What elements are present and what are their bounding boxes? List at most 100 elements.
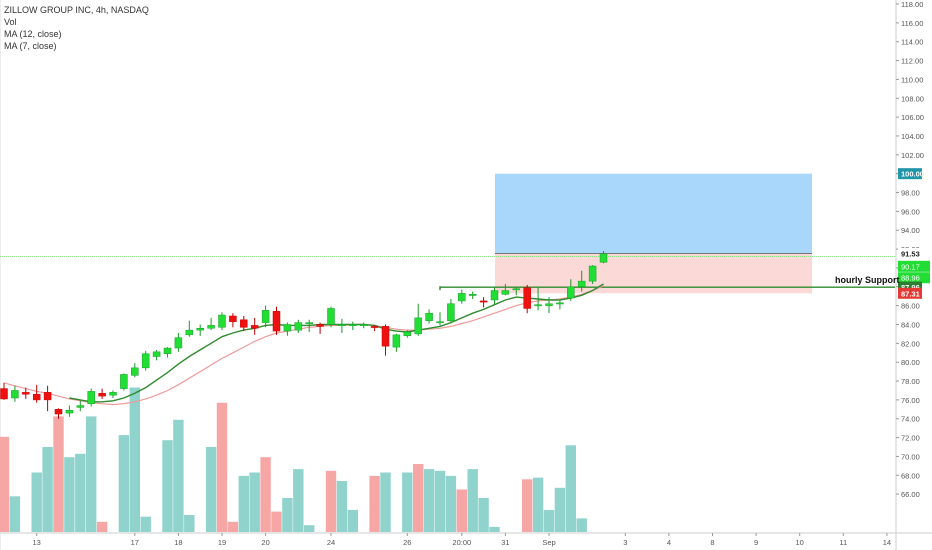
candle-body[interactable] bbox=[54, 409, 63, 415]
candle-body[interactable] bbox=[272, 311, 281, 332]
candle-body[interactable] bbox=[240, 319, 248, 328]
candle-body[interactable] bbox=[229, 315, 237, 322]
candle-body[interactable] bbox=[403, 331, 412, 337]
position-zones bbox=[0, 173, 895, 294]
candle-body[interactable] bbox=[447, 303, 455, 321]
stop-price-badge[interactable]: 87.31 bbox=[901, 289, 920, 298]
price-tick-label: 82.00 bbox=[901, 339, 920, 348]
candle-body[interactable] bbox=[32, 393, 41, 401]
price-tick-label: 66.00 bbox=[901, 490, 920, 499]
time-tick-label: 11 bbox=[839, 538, 847, 547]
volume-bar bbox=[467, 469, 478, 532]
candle-body[interactable] bbox=[196, 328, 204, 331]
candle-body[interactable] bbox=[218, 314, 226, 328]
volume-bar bbox=[129, 387, 140, 532]
candle-body[interactable] bbox=[22, 392, 30, 395]
symbol-title[interactable]: ZILLOW GROUP INC, 4h, NASDAQ bbox=[4, 5, 149, 15]
candle-body[interactable] bbox=[87, 391, 95, 404]
volume-bar bbox=[9, 496, 21, 532]
indicator-ma-12[interactable]: MA (12, close) bbox=[4, 29, 62, 39]
volume-bar bbox=[293, 469, 304, 532]
candle-body[interactable] bbox=[458, 293, 466, 302]
candle-body[interactable] bbox=[120, 374, 128, 389]
candle-body[interactable] bbox=[490, 290, 499, 301]
candle-body[interactable] bbox=[436, 321, 444, 324]
candle-body[interactable] bbox=[567, 286, 575, 299]
candle-body[interactable] bbox=[174, 337, 183, 349]
candle-body[interactable] bbox=[425, 312, 433, 321]
candle-body[interactable] bbox=[250, 325, 259, 329]
candle-body[interactable] bbox=[109, 392, 117, 396]
volume-bar bbox=[0, 436, 10, 532]
candle-body[interactable] bbox=[479, 300, 488, 303]
volume-bar bbox=[413, 464, 424, 532]
candle-body[interactable] bbox=[512, 288, 521, 291]
candle-body[interactable] bbox=[327, 308, 335, 325]
candle-body[interactable] bbox=[163, 347, 172, 354]
price-tick-label: 114.00 bbox=[901, 38, 923, 47]
time-tick-label: 20:00 bbox=[452, 538, 471, 547]
ma-12-line bbox=[69, 283, 604, 403]
candle-body[interactable] bbox=[98, 393, 106, 397]
ma-7-line bbox=[3, 285, 604, 406]
candle-body[interactable] bbox=[283, 324, 292, 332]
price-badge-b-bg bbox=[898, 272, 930, 284]
volume-bar bbox=[304, 525, 315, 532]
candle-body[interactable] bbox=[152, 351, 161, 357]
time-tick-label: 10 bbox=[796, 538, 804, 547]
candle-body[interactable] bbox=[0, 388, 8, 400]
candle-body[interactable] bbox=[305, 322, 313, 325]
candle-body[interactable] bbox=[414, 317, 422, 335]
candle-body[interactable] bbox=[11, 390, 19, 399]
candle-body[interactable] bbox=[556, 302, 564, 305]
price-badge-a: 90.17 bbox=[901, 262, 920, 271]
price-tick-label: 96.00 bbox=[901, 207, 920, 216]
candle-body[interactable] bbox=[588, 265, 597, 282]
indicator-ma-7[interactable]: MA (7, close) bbox=[4, 41, 57, 51]
candle-body[interactable] bbox=[523, 287, 531, 309]
candle-body[interactable] bbox=[349, 324, 357, 326]
volume-bar bbox=[565, 445, 576, 532]
candle-body[interactable] bbox=[577, 280, 586, 288]
candle-body[interactable] bbox=[294, 322, 303, 331]
support-price-badge[interactable]: 87.96 bbox=[901, 283, 920, 292]
candle-body[interactable] bbox=[76, 405, 85, 408]
volume-bar bbox=[434, 470, 446, 532]
candle-body[interactable] bbox=[141, 353, 150, 369]
candle-body[interactable] bbox=[261, 310, 270, 323]
candle-body[interactable] bbox=[131, 367, 139, 376]
time-axis[interactable]: 13 17 18 19 20 24 26 20:00 31 Sep 3 4 8 9 10 11 14 bbox=[0, 532, 932, 547]
last-price-badge[interactable]: 91.53 bbox=[901, 250, 920, 259]
price-tick-label: 70.00 bbox=[901, 452, 920, 461]
candle-body[interactable] bbox=[207, 325, 215, 329]
price-tick-label: 106.00 bbox=[901, 113, 924, 122]
candle-body[interactable] bbox=[359, 324, 368, 326]
candle-body[interactable] bbox=[338, 324, 346, 326]
indicator-volume[interactable]: Vol bbox=[4, 17, 17, 27]
price-tick-label: 76.00 bbox=[901, 396, 920, 405]
candle-body[interactable] bbox=[534, 304, 542, 307]
candle-body[interactable] bbox=[381, 326, 390, 347]
time-tick-label: 20 bbox=[261, 538, 269, 547]
candle-body[interactable] bbox=[370, 326, 379, 328]
candle-body[interactable] bbox=[43, 392, 52, 401]
candle-body[interactable] bbox=[392, 334, 401, 348]
volume-bar bbox=[456, 489, 467, 532]
target-price-badge[interactable]: 100.00 bbox=[901, 170, 924, 179]
candle-body[interactable] bbox=[501, 290, 510, 295]
volume-bar bbox=[532, 477, 544, 532]
candle-body[interactable] bbox=[599, 253, 608, 263]
volume-bar bbox=[260, 457, 271, 532]
candle-body[interactable] bbox=[65, 410, 74, 414]
volume-bar bbox=[445, 475, 457, 532]
volume-bar bbox=[227, 521, 239, 532]
candle-body[interactable] bbox=[185, 329, 194, 336]
candle-body[interactable] bbox=[468, 294, 477, 296]
time-tick-label: 26 bbox=[403, 538, 411, 547]
candle-body[interactable] bbox=[316, 324, 324, 327]
price-tick-label: 94.00 bbox=[901, 226, 920, 235]
support-annotation[interactable]: hourly Support bbox=[835, 275, 900, 285]
time-tick-label: 14 bbox=[883, 538, 891, 547]
candle-body[interactable] bbox=[545, 303, 553, 306]
